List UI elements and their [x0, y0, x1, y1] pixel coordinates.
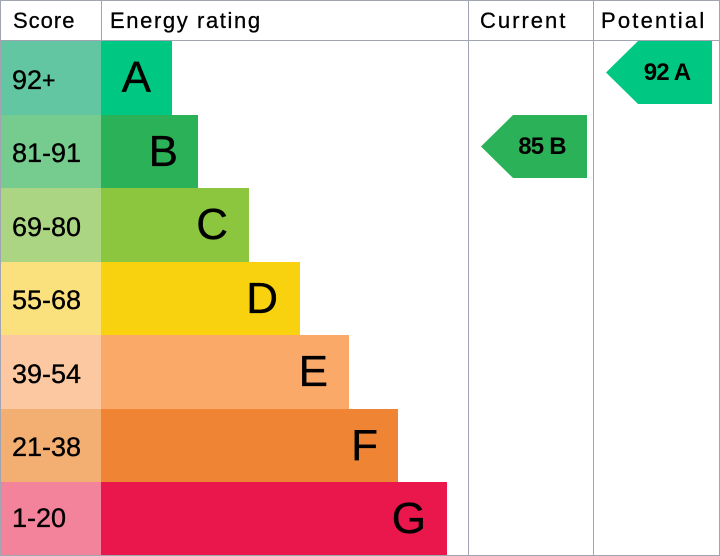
svg-text:92 A: 92 A — [644, 59, 691, 86]
svg-text:85 B: 85 B — [518, 133, 566, 160]
